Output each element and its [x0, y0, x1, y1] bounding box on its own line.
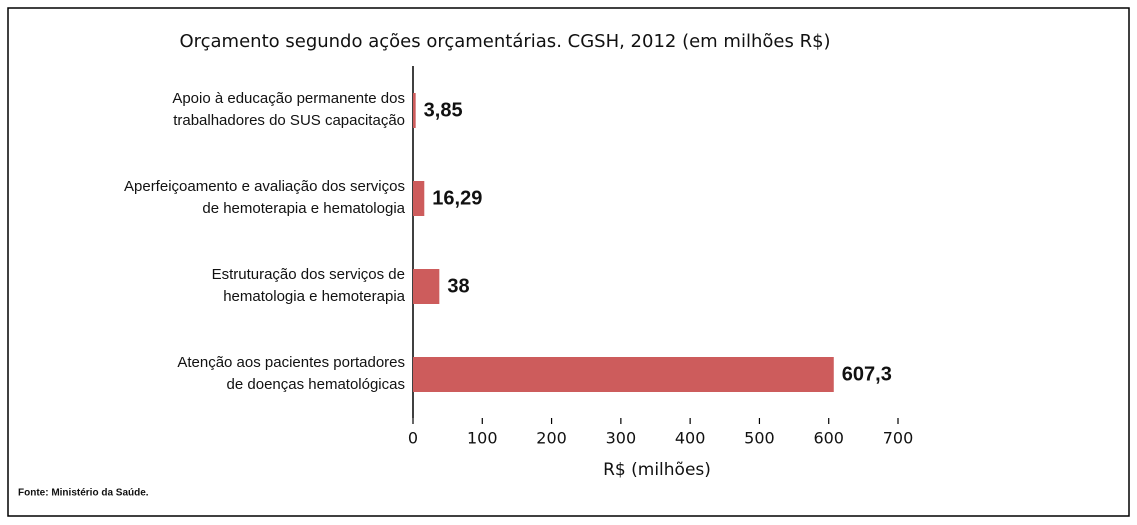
x-tick-label: 500	[744, 429, 775, 448]
bar	[413, 357, 834, 392]
y-tick-label: de hemoterapia e hematologia	[202, 200, 405, 217]
x-axis-label: R$ (milhões)	[603, 460, 711, 480]
chart-title: Orçamento segundo ações orçamentárias. C…	[179, 31, 830, 52]
x-tick-label: 600	[813, 429, 844, 448]
x-tick-label: 200	[536, 429, 567, 448]
y-tick-label: trabalhadores do SUS capacitação	[173, 112, 405, 129]
y-tick-label: Estruturação dos serviços de	[212, 266, 405, 283]
y-tick-label: Aperfeiçoamento e avaliação dos serviços	[124, 178, 405, 195]
x-tick-label: 100	[467, 429, 498, 448]
x-tick-label: 400	[675, 429, 706, 448]
y-tick-label: de doenças hematológicas	[227, 376, 405, 393]
bar	[413, 181, 425, 216]
x-tick-label: 700	[883, 429, 914, 448]
x-tick-label: 300	[606, 429, 637, 448]
value-label: 3,85	[424, 99, 463, 121]
value-label: 38	[447, 275, 469, 297]
frame	[7, 7, 1130, 517]
value-label: 16,29	[432, 187, 482, 209]
y-tick-label: Atenção aos pacientes portadores	[177, 354, 405, 371]
bar	[413, 93, 416, 128]
bar	[413, 269, 440, 304]
y-tick-label: Apoio à educação permanente dos	[172, 90, 405, 107]
source: Fonte: Ministério da Saúde.	[18, 488, 149, 499]
y-tick-label: hematologia e hemoterapia	[223, 288, 405, 305]
value-label: 607,3	[842, 363, 892, 385]
x-tick-label: 0	[408, 429, 418, 448]
